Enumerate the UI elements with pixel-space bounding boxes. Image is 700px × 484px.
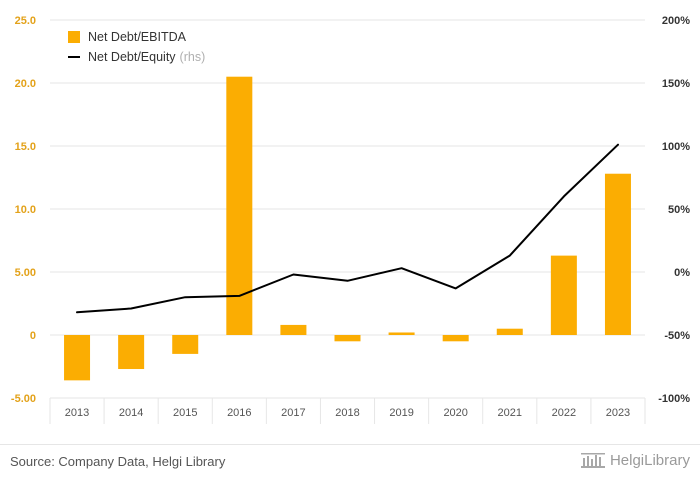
x-tick-label: 2020	[443, 407, 467, 419]
x-tick-label: 2013	[65, 407, 89, 419]
legend-bar-label: Net Debt/EBITDA	[88, 30, 186, 44]
y-left-tick-label: 25.0	[15, 15, 36, 27]
y-left-tick-label: 15.0	[15, 141, 36, 153]
x-tick-label: 2023	[606, 407, 630, 419]
y-left-tick-label: 10.0	[15, 204, 36, 216]
legend-line-label: Net Debt/Equity	[88, 50, 176, 64]
legend: Net Debt/EBITDA Net Debt/Equity (rhs)	[68, 27, 205, 67]
bar	[388, 332, 415, 335]
bar	[550, 255, 577, 335]
x-tick-label: 2022	[552, 407, 576, 419]
x-tick-label: 2016	[227, 407, 251, 419]
bar	[604, 173, 631, 335]
y-left-tick-label: 0	[30, 330, 36, 342]
y-right-tick-label: 150%	[662, 78, 690, 90]
bar	[172, 335, 199, 354]
y-right-tick-label: -100%	[658, 393, 690, 405]
source-note: Source: Company Data, Helgi Library	[10, 454, 226, 469]
y-right-tick-label: 100%	[662, 141, 690, 153]
x-tick-label: 2021	[498, 407, 522, 419]
y-right-tick-label: 0%	[674, 267, 690, 279]
legend-line-suffix: (rhs)	[179, 50, 206, 64]
y-right-tick-label: 200%	[662, 15, 690, 27]
x-tick-label: 2017	[281, 407, 305, 419]
bar	[64, 335, 91, 381]
bar	[442, 335, 469, 342]
x-tick-label: 2019	[389, 407, 413, 419]
legend-item-bar[interactable]: Net Debt/EBITDA	[68, 27, 205, 47]
x-tick-label: 2015	[173, 407, 197, 419]
y-left-tick-label: 20.0	[15, 78, 36, 90]
y-right-tick-label: -50%	[664, 330, 690, 342]
bar	[280, 324, 307, 335]
bar	[496, 328, 523, 335]
x-tick-label: 2014	[119, 407, 143, 419]
helgi-library-logo[interactable]: HelgiLibrary	[580, 451, 690, 469]
legend-bar-swatch	[68, 31, 80, 43]
legend-line-swatch	[68, 56, 80, 58]
y-left-tick-label: -5.00	[11, 393, 36, 405]
y-left-tick-label: 5.00	[15, 267, 36, 279]
logo-text: HelgiLibrary	[609, 451, 690, 469]
bar	[118, 335, 145, 370]
bar	[334, 335, 361, 342]
x-tick-label: 2018	[335, 407, 359, 419]
y-right-tick-label: 50%	[668, 204, 690, 216]
chart-canvas: -5.00 0 5.00 10.0 15.0 20.0 25.0 -100% -50% 0% 50%…	[11, 15, 690, 424]
footer: Source: Company Data, Helgi Library Helg…	[0, 444, 700, 484]
library-icon	[580, 453, 605, 468]
legend-item-line[interactable]: Net Debt/Equity (rhs)	[68, 47, 205, 67]
net-debt-equity-line	[76, 143, 619, 314]
